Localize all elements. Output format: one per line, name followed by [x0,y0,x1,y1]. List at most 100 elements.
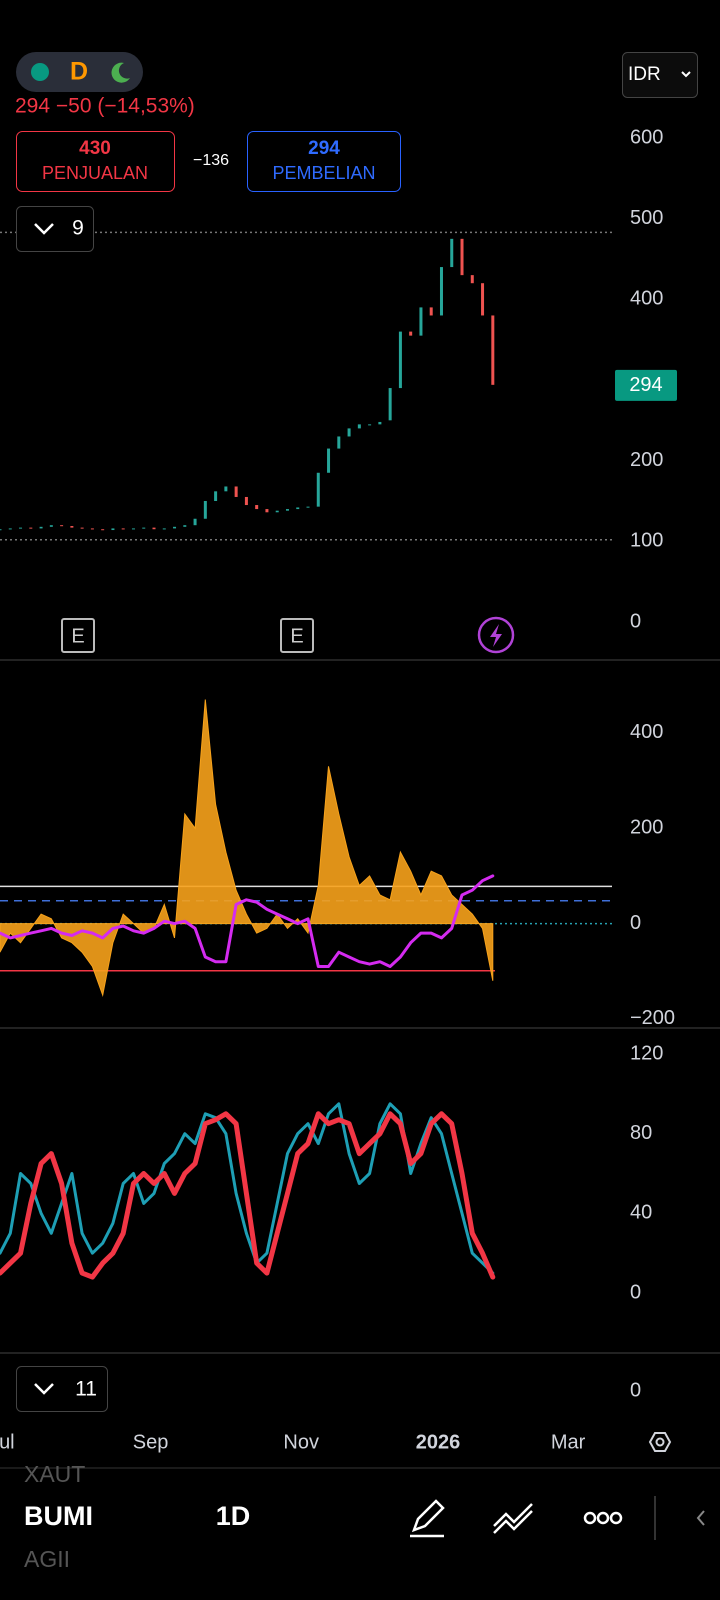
candle [419,307,423,336]
lines-button[interactable] [493,1503,533,1534]
event-box [280,618,314,653]
sell-label: PENJUALAN [42,163,148,183]
x-tick-label: Nov [283,1431,319,1453]
more-button[interactable] [583,1511,623,1525]
event-box [61,618,95,653]
spread: −136 [193,152,229,169]
draw-button[interactable] [410,1499,445,1538]
line [0,1102,495,1275]
y-tick-label: 0 [630,912,641,934]
interval-button[interactable]: 1D [216,1501,251,1531]
pill-bg [16,52,143,92]
candle [265,509,269,513]
candle [306,506,310,508]
candle [491,315,495,385]
x-tick-label: 2026 [416,1431,461,1453]
sell-price: 430 [79,138,111,159]
candle [70,526,74,528]
candle [162,528,166,530]
line [0,874,495,968]
status-pill[interactable]: D [16,52,143,92]
candle [327,448,331,473]
candle [285,509,289,511]
chevron [34,223,54,235]
settings-icon [648,1432,672,1452]
candle [255,505,259,510]
candle [29,527,33,529]
toggle-box [16,206,94,252]
indicators-count: 11 [75,1378,97,1401]
pencil-icon [410,1499,445,1538]
symbol-next[interactable]: AGII [24,1546,70,1572]
x-tick-label: ul [0,1431,15,1453]
collapse-icon[interactable] [696,1510,705,1526]
candle [173,526,177,529]
candle [244,496,248,506]
candle [8,528,12,530]
candle [131,528,135,530]
bolt-icon [490,624,502,647]
symbol-prev[interactable]: XAUT [24,1461,85,1487]
candle [39,526,43,529]
event-marker[interactable]: E [61,618,95,653]
candle [90,528,94,530]
candle [460,238,464,276]
candle [429,307,433,316]
sell-button[interactable]: 430 PENJUALAN [16,131,175,192]
y-tick-label: 400 [630,721,663,743]
buy-box [247,131,401,192]
lines-icon [493,1503,533,1534]
buy-price: 294 [308,138,340,159]
y-tick-label: −200 [630,1007,675,1029]
symbol[interactable]: BUMI [24,1501,93,1531]
candle [224,486,228,492]
last-price-tag [615,369,677,401]
candle [368,424,372,426]
y-tick-label: 0 [630,1379,641,1401]
candle [142,527,146,529]
news-marker[interactable] [477,616,515,654]
y-tick-label: 120 [630,1042,663,1064]
dot [609,1511,623,1525]
candle [398,331,402,389]
candle [203,501,207,519]
indicators-toggle[interactable]: 9 [16,206,94,252]
candle [275,510,279,513]
chevron [681,71,691,78]
candle [337,436,341,449]
buy-button[interactable]: 294 PEMBELIAN [247,131,401,192]
currency-select[interactable]: IDR [622,52,698,98]
y-tick-label: 0 [630,1281,641,1303]
settings-icon [655,1437,665,1447]
candle [121,528,125,530]
price-change: 294 −50 (−14,53%) [15,95,195,118]
settings-button[interactable] [648,1432,672,1452]
candle [470,275,474,284]
candle [193,518,197,526]
candle [439,267,443,316]
event-marker[interactable]: E [280,618,314,653]
candle [378,421,382,425]
toggle-box [16,1366,108,1412]
plot-layer: 0100200300400500600294−20002004000408012… [0,126,677,1468]
candle [60,525,64,527]
dot [583,1511,597,1525]
interval-badge: D [70,58,88,86]
candle [49,525,53,527]
y-tick-label: 200 [630,449,663,471]
event-label: E [290,625,303,647]
candle [357,424,361,429]
bottom-indicators-toggle[interactable]: 11 [16,1366,108,1412]
candle [0,529,2,531]
sell-box [16,131,175,192]
y-tick-label: 500 [630,207,663,229]
y-tick-label: 80 [630,1122,652,1144]
chevron [34,1383,54,1395]
market-dot [31,63,49,81]
x-tick-label: Sep [133,1431,169,1453]
currency-box [622,52,698,98]
currency: IDR [628,64,661,85]
line [0,1111,496,1280]
candle [214,491,218,501]
